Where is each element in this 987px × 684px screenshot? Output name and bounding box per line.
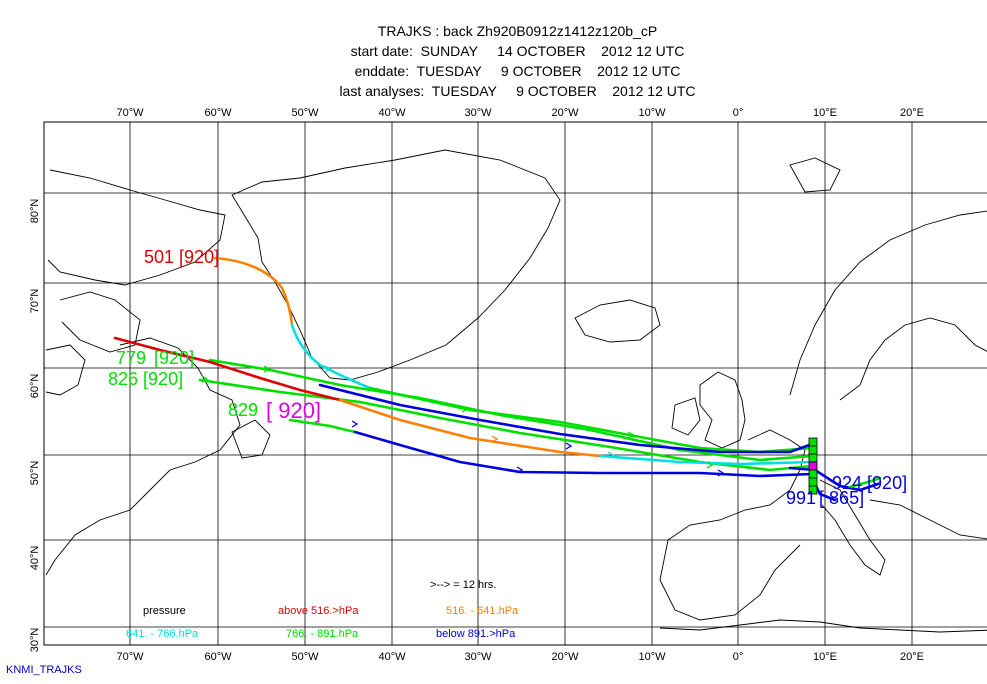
trajectory-501-orange: [213, 256, 294, 327]
label-829-pressure: [ 920]: [266, 398, 321, 423]
svg-text:991[ 865]: 991[ 865]: [786, 488, 864, 508]
label-991-number: 991: [786, 488, 816, 508]
lon-label-40w-top: 40°W: [378, 107, 406, 119]
lon-labels-top: 70°W 60°W 50°W 40°W 30°W 20°W 10°W 0° 10…: [116, 107, 924, 119]
legend-766-891: 766. - 891.hPa: [286, 628, 359, 640]
credit-label: KNMI_TRAJKS: [6, 664, 82, 676]
legend: >--> = 12 hrs. pressure above 516.>hPa 5…: [126, 579, 519, 640]
lat-label-30n: 30°N: [29, 628, 41, 653]
lon-label-20e-top: 20°E: [900, 107, 924, 119]
trajectory-829-green: [288, 418, 357, 434]
start-markers: [808, 437, 818, 495]
lat-label-60n: 60°N: [29, 374, 41, 399]
lon-label-10w-top: 10°W: [638, 107, 666, 119]
label-501-number: 501: [144, 247, 174, 267]
trajectory-labels: 501 [920] 779 [920] 826 [920] 829 [ 920] 92…: [108, 247, 907, 508]
trajectory-826: [198, 378, 814, 472]
lat-label-70n: 70°N: [29, 289, 41, 314]
lon-label-70w-top: 70°W: [116, 107, 144, 119]
trajectory-red-cyan: [598, 454, 814, 466]
label-826-pressure: [920]: [143, 369, 183, 389]
legend-516-641: 516. - 641.hPa: [446, 605, 519, 617]
lon-label-0-bottom: 0°: [733, 651, 744, 663]
trajectory-red-orange: [338, 398, 602, 458]
map-frame: [43, 121, 987, 646]
trajectory-779: [208, 358, 814, 462]
legend-above-516: above 516.>hPa: [278, 605, 359, 617]
lon-label-60w-top: 60°W: [204, 107, 232, 119]
lat-label-50n: 50°N: [29, 461, 41, 486]
lat-label-80n: 80°N: [29, 199, 41, 224]
lon-label-70w-bottom: 70°W: [116, 651, 144, 663]
trajectory-blue-upper: [318, 383, 814, 454]
coastlines: [45, 149, 987, 633]
graticule: [44, 122, 987, 645]
legend-below-891: below 891.>hPa: [436, 628, 516, 640]
trajectory-924: [788, 466, 880, 492]
lat-labels: 80°N 70°N 60°N 50°N 40°N 30°N: [29, 199, 41, 653]
legend-641-766: 641. - 766.hPa: [126, 628, 199, 640]
lon-label-40w-bottom: 40°W: [378, 651, 406, 663]
label-826-number: 826: [108, 369, 138, 389]
start-date-line: start date: SUNDAY 14 OCTOBER 2012 12 UT…: [350, 43, 685, 59]
trajectory-501-green: [368, 386, 814, 454]
lat-label-40n: 40°N: [29, 546, 41, 571]
lon-label-10w-bottom: 10°W: [638, 651, 666, 663]
lon-label-20w-bottom: 20°W: [551, 651, 579, 663]
legend-interval: >--> = 12 hrs.: [430, 579, 496, 591]
label-829-number: 829: [228, 400, 258, 420]
lon-label-60w-bottom: 60°W: [204, 651, 232, 663]
last-analyses-line: last analyses: TUESDAY 9 OCTOBER 2012 12…: [339, 83, 696, 99]
trajectory-501-cyan: [290, 323, 372, 390]
lon-label-30w-top: 30°W: [464, 107, 492, 119]
trajectory-829-blue: [353, 430, 814, 478]
lon-label-20e-bottom: 20°E: [900, 651, 924, 663]
svg-text:501[920]: 501 [920]: [144, 247, 219, 267]
label-924-pressure: [920]: [867, 473, 907, 493]
lon-label-10e-bottom: 10°E: [813, 651, 837, 663]
lon-labels-bottom: 70°W 60°W 50°W 40°W 30°W 20°W 10°W 0° 10…: [116, 651, 924, 663]
label-991-pressure: [ 865]: [819, 488, 864, 508]
label-501-pressure: [920]: [179, 247, 219, 267]
lon-label-0-top: 0°: [733, 107, 744, 119]
svg-text:779[920]: 779 [920]: [116, 348, 194, 368]
lon-label-50w-top: 50°W: [291, 107, 319, 119]
lon-label-20w-top: 20°W: [551, 107, 579, 119]
label-779-pressure: [920]: [154, 348, 194, 368]
label-779-number: 779: [116, 348, 146, 368]
map-title: TRAJKS : back Zh920B0912z1412z120b_cP: [377, 23, 658, 39]
lon-label-50w-bottom: 50°W: [291, 651, 319, 663]
arrow-markers: [201, 365, 725, 477]
trajectories: [113, 256, 882, 502]
svg-text:826[920]: 826 [920]: [108, 369, 183, 389]
legend-pressure-label: pressure: [143, 605, 186, 617]
lon-label-30w-bottom: 30°W: [464, 651, 492, 663]
trajectory-924-green: [848, 476, 882, 489]
svg-text:924[920]: 924 [920]: [832, 473, 907, 493]
end-date-line: enddate: TUESDAY 9 OCTOBER 2012 12 UTC: [354, 63, 681, 79]
trajectory-red: [113, 336, 342, 402]
label-924-number: 924: [832, 473, 862, 493]
lon-label-10e-top: 10°E: [813, 107, 837, 119]
